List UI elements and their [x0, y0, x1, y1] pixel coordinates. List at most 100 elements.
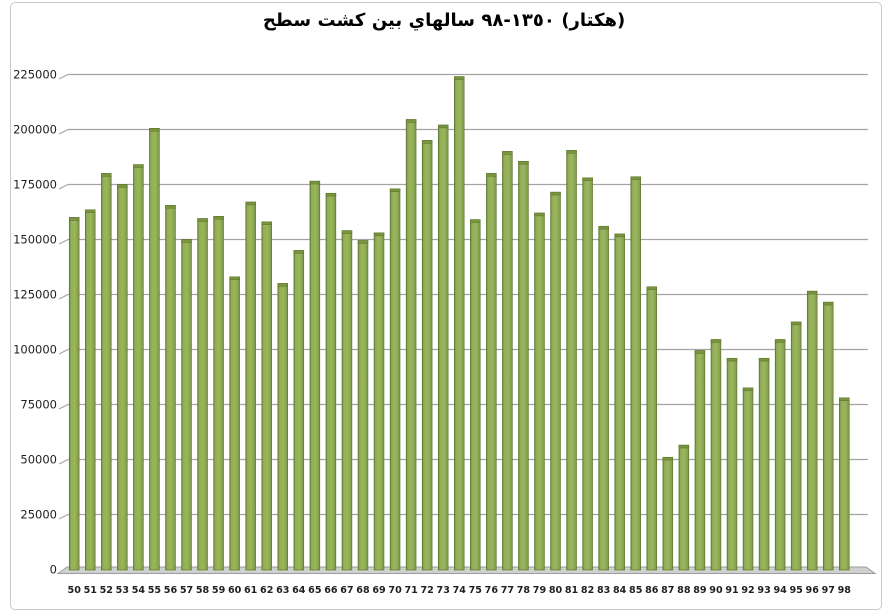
x-axis-label-88: 88: [677, 585, 691, 596]
x-axis-label-50: 50: [68, 585, 82, 596]
gridline-tick-175000: [58, 184, 69, 190]
x-axis-label-57: 57: [180, 585, 193, 596]
y-axis-label-50000: 50000: [20, 453, 57, 467]
x-axis-label-93: 93: [757, 585, 770, 596]
bar-82: [582, 177, 593, 571]
gridline-tick-75000: [58, 404, 69, 410]
chart-title: سطح كشت بين سالهاي ١٣٥٠-٩٨ (هكتار): [0, 10, 888, 31]
x-axis-label-77: 77: [501, 585, 514, 596]
y-axis-label-125000: 125000: [13, 288, 57, 302]
x-axis-label-56: 56: [164, 585, 178, 596]
bar-cap-98: [839, 397, 850, 401]
bar-74: [454, 76, 465, 571]
y-axis-label-225000: 225000: [13, 68, 57, 82]
x-axis-label-96: 96: [806, 585, 820, 596]
bar-cap-85: [630, 176, 641, 180]
gridline-tick-125000: [58, 294, 69, 300]
chart-title-token-5: (هكتار): [561, 10, 626, 31]
bar-cap-70: [389, 188, 401, 192]
x-axis-label-95: 95: [789, 585, 802, 596]
bar-cap-62: [261, 221, 272, 225]
bar-92: [742, 387, 754, 571]
x-axis-label-98: 98: [838, 585, 852, 596]
bar-63: [277, 283, 289, 571]
x-axis-label-69: 69: [372, 585, 386, 596]
x-axis-label-82: 82: [581, 585, 594, 596]
bar-cap-92: [742, 387, 754, 392]
gridline-tick-100000: [58, 349, 69, 355]
x-axis-label-70: 70: [388, 585, 402, 596]
bar-cap-91: [726, 357, 738, 362]
bar-cap-90: [710, 339, 722, 343]
x-axis-label-91: 91: [725, 585, 739, 596]
chart-title-token-0: سطح: [262, 10, 312, 31]
x-axis-label-81: 81: [565, 585, 579, 596]
bar-51: [84, 209, 96, 571]
bar-cap-51: [85, 209, 96, 213]
bar-cap-59: [213, 216, 224, 220]
bar-cap-69: [373, 232, 385, 236]
gridline-tick-150000: [58, 239, 69, 245]
x-axis-label-85: 85: [629, 585, 642, 596]
bar-cap-86: [646, 286, 657, 290]
bar-70: [389, 188, 401, 571]
bar-cap-83: [598, 226, 609, 230]
bar-72: [421, 140, 433, 571]
x-axis-label-78: 78: [517, 585, 531, 596]
bar-cap-52: [101, 173, 112, 177]
bar-cap-71: [405, 119, 417, 123]
bar-cap-57: [181, 239, 192, 243]
bar-59: [213, 216, 224, 571]
bar-86: [646, 286, 658, 571]
gridline-tick-50000: [58, 459, 69, 465]
x-axis-label-74: 74: [453, 585, 467, 596]
bar-cap-94: [774, 339, 786, 343]
bar-cap-56: [165, 205, 176, 209]
bar-cap-84: [614, 233, 625, 238]
x-axis-label-80: 80: [549, 585, 563, 596]
chart-title-token-2: بين: [371, 10, 403, 31]
bar-cap-87: [662, 456, 674, 461]
bar-cap-81: [566, 150, 577, 154]
bar-58: [197, 218, 208, 571]
bar-94: [774, 339, 786, 571]
bar-91: [726, 357, 738, 571]
bar-60: [229, 276, 240, 571]
bar-52: [101, 173, 112, 571]
x-axis-label-75: 75: [469, 585, 482, 596]
x-axis-label-84: 84: [613, 585, 627, 596]
x-axis-label-59: 59: [212, 585, 226, 596]
x-axis-label-63: 63: [276, 585, 289, 596]
bar-cap-66: [325, 193, 337, 197]
bar-77: [502, 151, 513, 571]
bar-90: [710, 339, 722, 571]
bar-cap-74: [454, 76, 465, 80]
bar-83: [598, 225, 609, 571]
bar-cap-64: [293, 250, 305, 254]
x-axis-label-62: 62: [260, 585, 273, 596]
bar-80: [550, 191, 561, 571]
bar-cap-77: [502, 151, 513, 155]
bar-cap-93: [758, 357, 770, 362]
bar-64: [293, 250, 305, 571]
bar-cap-79: [534, 212, 545, 217]
bar-56: [165, 205, 176, 571]
bar-66: [325, 192, 337, 571]
bar-cap-60: [229, 276, 240, 280]
bar-55: [149, 128, 160, 571]
bar-cap-96: [807, 290, 818, 295]
y-axis-label-150000: 150000: [13, 233, 57, 247]
x-axis-label-97: 97: [822, 585, 835, 596]
bar-54: [133, 164, 144, 571]
bar-cap-65: [309, 180, 321, 185]
x-axis-label-53: 53: [116, 585, 129, 596]
y-axis-label-75000: 75000: [20, 398, 57, 412]
bar-71: [405, 119, 417, 571]
bar-75: [470, 219, 481, 571]
x-axis-label-67: 67: [340, 585, 353, 596]
bar-67: [341, 230, 353, 571]
bar-93: [758, 357, 770, 571]
x-axis-label-51: 51: [84, 585, 98, 596]
